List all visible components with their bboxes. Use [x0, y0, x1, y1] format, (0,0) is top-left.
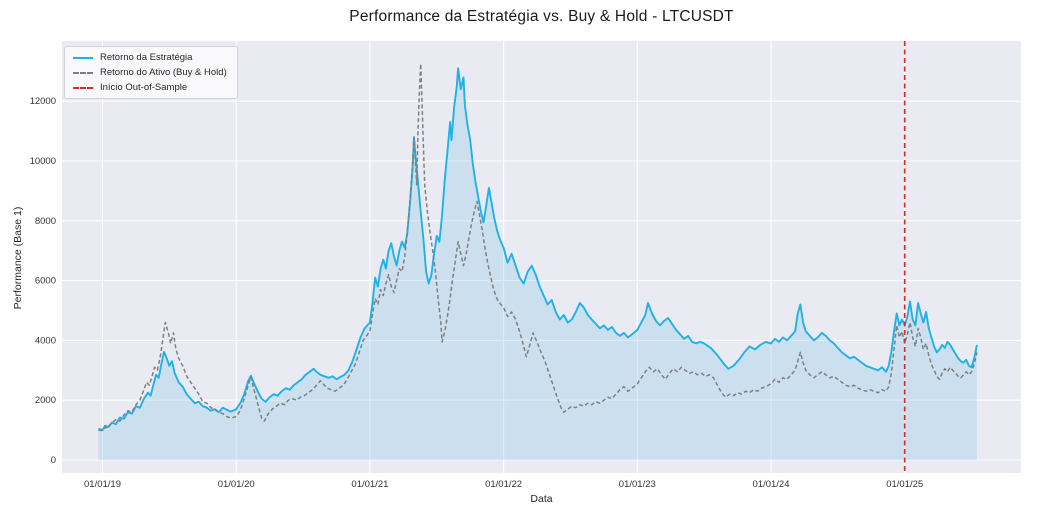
- x-tick-label: 01/01/22: [485, 479, 522, 490]
- y-tick-label: 0: [51, 455, 56, 466]
- x-tick-label: 01/01/19: [84, 479, 121, 490]
- legend-line-sample: [73, 86, 93, 89]
- y-tick-label: 6000: [35, 276, 56, 287]
- legend-label: Retorno da Estratégia: [100, 52, 193, 63]
- legend-label: Início Out-of-Sample: [100, 82, 188, 93]
- plot-background: [62, 41, 1021, 473]
- legend-line-sample: [73, 56, 93, 59]
- y-tick-label: 10000: [30, 156, 56, 167]
- legend-item-0: Retorno da Estratégia: [73, 52, 227, 63]
- x-tick-label: 01/01/24: [753, 479, 790, 490]
- x-tick-label: 01/01/25: [886, 479, 923, 490]
- x-tick-label: 01/01/20: [218, 479, 255, 490]
- legend-label: Retorno do Ativo (Buy & Hold): [100, 67, 227, 78]
- chart-title: Performance da Estratégia vs. Buy & Hold…: [349, 8, 734, 25]
- chart-legend: Retorno da Estratégia Retorno do Ativo (B…: [64, 46, 238, 99]
- x-tick-label: 01/01/23: [619, 479, 656, 490]
- buyhold-line: [98, 63, 978, 432]
- y-tick-label: 2000: [35, 395, 56, 406]
- legend-item-1: Retorno do Ativo (Buy & Hold): [73, 67, 227, 78]
- y-axis-label: Performance (Base 1): [12, 206, 24, 310]
- y-tick-label: 8000: [35, 216, 56, 227]
- x-tick-label: 01/01/21: [351, 479, 388, 490]
- legend-item-2: Início Out-of-Sample: [73, 82, 227, 93]
- legend-line-sample: [73, 71, 93, 74]
- x-axis-label: Data: [530, 493, 553, 505]
- y-tick-label: 12000: [30, 96, 56, 107]
- strategy-area-fill: [98, 68, 977, 461]
- y-tick-label: 4000: [35, 335, 56, 346]
- strategy-line: [98, 67, 978, 432]
